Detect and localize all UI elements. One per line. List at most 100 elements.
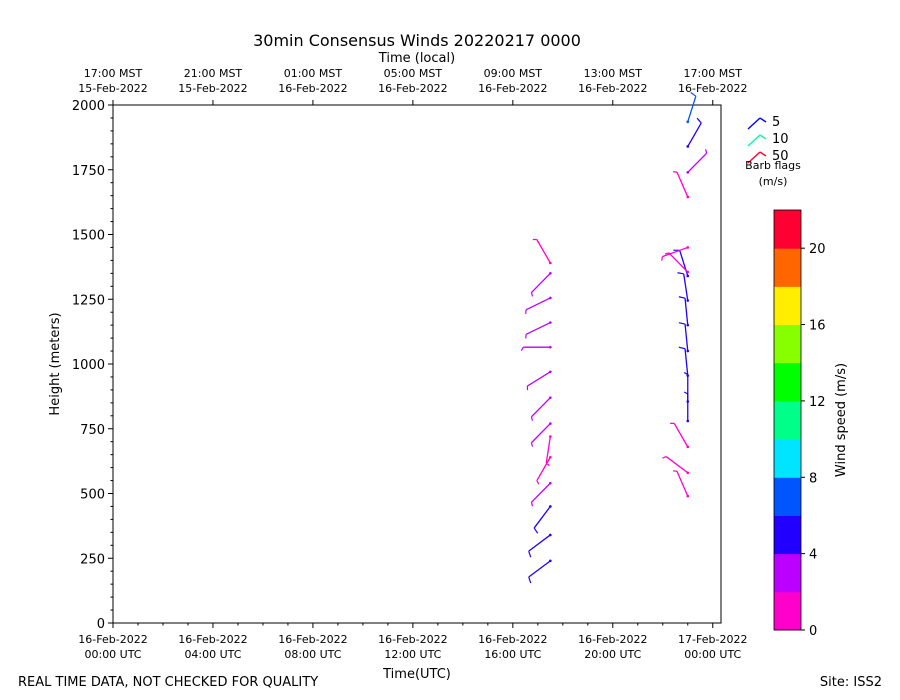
x-tick-label-time: 04:00 UTC [184, 648, 241, 661]
wind-barb [686, 117, 702, 148]
wind-barb [528, 559, 552, 584]
barb-station-dot [686, 419, 690, 423]
barb-feather [662, 456, 667, 459]
y-tick-label: 1500 [72, 229, 105, 244]
barb-feather [705, 149, 708, 154]
colorbar-segment [774, 286, 801, 326]
barb-station-dot [686, 246, 690, 249]
barb-feather [690, 91, 697, 97]
wind-barb [678, 322, 690, 353]
barb-shaft [684, 348, 689, 376]
legend-barb-shaft [747, 117, 761, 130]
barb-shaft [528, 534, 551, 552]
wind-barb [520, 345, 552, 351]
barb-shaft [673, 423, 689, 448]
site-label: Site: ISS2 [820, 675, 882, 690]
colorbar-segment [774, 515, 801, 555]
wind-barb [686, 91, 697, 124]
barb-feather [696, 117, 702, 124]
barb-feather [545, 462, 550, 467]
wind-barb [525, 296, 552, 314]
x-tick-label-date: 16-Feb-2022 [78, 633, 147, 646]
colorbar: 0 4 8 12 16 20 [773, 209, 826, 639]
colorbar-segment [774, 362, 801, 402]
wind-barb [683, 372, 690, 403]
barb-station-dot [549, 505, 552, 508]
barb-feather [530, 442, 534, 447]
wind-barb [672, 470, 690, 498]
bottom-axis-ticks: 16-Feb-2022 00:00 UTC 16-Feb-2022 04:00 UTC… [78, 623, 747, 661]
top-tick-label-time: 01:00 MST [284, 67, 343, 80]
x-tick-label-time: 12:00 UTC [384, 648, 441, 661]
barb-shaft [687, 122, 702, 147]
wind-barb [545, 435, 552, 467]
wind-barb [530, 481, 552, 507]
legend-barb-shaft [747, 134, 761, 147]
colorbar-segment [774, 210, 801, 249]
barb-station-dot [549, 435, 552, 438]
barb-station-dot [686, 471, 690, 475]
colorbar-segment [774, 400, 801, 440]
barb-station-dot [549, 455, 552, 459]
y-tick-label: 0 [97, 617, 105, 632]
top-tick-label-date: 15-Feb-2022 [78, 82, 147, 95]
top-tick-label-date: 16-Feb-2022 [578, 82, 647, 95]
y-tick-label: 1750 [72, 164, 105, 179]
barb-shaft [530, 397, 551, 418]
barb-station-dot [686, 445, 690, 449]
colorbar-segment [774, 248, 801, 287]
barb-shaft [536, 456, 551, 482]
x-tick-label-time: 00:00 UTC [684, 648, 741, 661]
colorbar-tick-label: 8 [809, 471, 817, 486]
top-tick-label-time: 05:00 MST [384, 67, 443, 80]
barb-station-dot [686, 145, 690, 148]
barb-legend: 5 10 50 [747, 115, 789, 164]
top-tick-label-time: 21:00 MST [184, 67, 243, 80]
barb-feather [664, 252, 670, 255]
x-tick-label-date: 16-Feb-2022 [178, 633, 247, 646]
barb-shaft [687, 95, 697, 123]
top-axis-label: Time (local) [378, 51, 455, 66]
y-tick-label: 1250 [72, 293, 105, 308]
barb-feather [536, 480, 540, 485]
barb-feather [678, 322, 686, 325]
top-tick-label-time: 13:00 MST [584, 67, 643, 80]
barb-station-dot [686, 274, 690, 278]
colorbar-tick-label: 16 [809, 319, 826, 334]
legend-label: 5 [772, 115, 780, 130]
barb-feather [533, 527, 539, 534]
wind-barb [662, 456, 690, 475]
top-tick-label-time: 17:00 MST [84, 67, 143, 80]
x-axis-label: Time(UTC) [382, 667, 451, 682]
barb-shaft [525, 321, 551, 336]
y-tick-label: 2000 [72, 99, 105, 114]
y-tick-label: 500 [80, 488, 105, 503]
legend-caption-line2: (m/s) [759, 175, 788, 188]
barb-feather [528, 550, 532, 558]
colorbar-segment [774, 439, 801, 478]
barb-shaft [530, 272, 551, 293]
top-tick-label-date: 16-Feb-2022 [678, 82, 747, 95]
legend-barb-feather [759, 117, 767, 123]
barb-shaft [545, 436, 551, 464]
barb-shaft [665, 456, 689, 474]
plot-area [112, 104, 722, 624]
x-tick-label-date: 16-Feb-2022 [278, 633, 347, 646]
barb-station-dot [686, 299, 690, 302]
barb-shaft [525, 297, 551, 311]
barb-shaft [684, 323, 689, 352]
wind-barb [661, 246, 690, 261]
colorbar-segment [774, 324, 801, 364]
top-axis-ticks: 17:00 MST 15-Feb-2022 21:00 MST 15-Feb-2022… [78, 67, 747, 105]
legend-label: 50 [772, 149, 789, 164]
legend-barb-feather [759, 151, 767, 157]
x-tick-label-date: 16-Feb-2022 [578, 633, 647, 646]
barb-station-dot [686, 349, 690, 353]
legend-barb-feather [759, 134, 767, 140]
x-tick-label-date: 17-Feb-2022 [678, 633, 747, 646]
barb-feather [661, 256, 663, 261]
top-tick-label-date: 16-Feb-2022 [278, 82, 347, 95]
legend-label: 10 [772, 132, 789, 147]
colorbar-segment [774, 591, 801, 631]
